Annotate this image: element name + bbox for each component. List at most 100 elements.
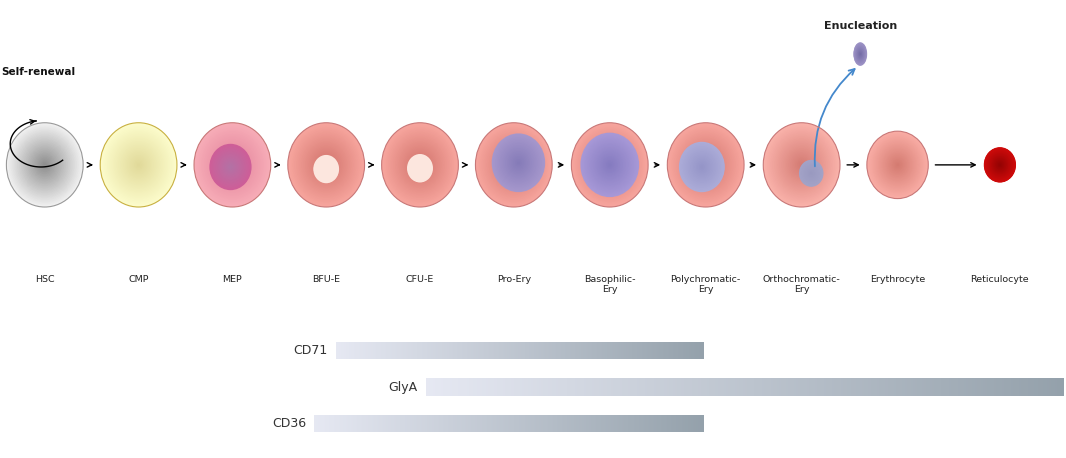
Ellipse shape xyxy=(693,158,710,176)
Ellipse shape xyxy=(322,164,330,174)
Ellipse shape xyxy=(856,47,865,61)
Ellipse shape xyxy=(589,143,630,187)
Ellipse shape xyxy=(311,148,341,182)
Ellipse shape xyxy=(691,154,713,180)
Ellipse shape xyxy=(514,158,523,168)
Bar xyxy=(375,415,377,432)
Ellipse shape xyxy=(502,144,535,181)
Ellipse shape xyxy=(854,42,867,66)
Bar xyxy=(607,378,610,396)
Ellipse shape xyxy=(229,165,232,169)
Ellipse shape xyxy=(418,166,422,170)
Ellipse shape xyxy=(882,147,914,182)
Bar xyxy=(572,342,575,359)
Ellipse shape xyxy=(672,127,740,203)
Ellipse shape xyxy=(138,164,140,166)
Bar xyxy=(348,342,350,359)
Ellipse shape xyxy=(696,161,708,173)
Bar xyxy=(917,378,920,396)
Ellipse shape xyxy=(407,155,433,182)
Ellipse shape xyxy=(480,127,548,203)
Bar xyxy=(688,378,691,396)
Ellipse shape xyxy=(322,161,330,169)
Ellipse shape xyxy=(774,134,829,196)
Bar xyxy=(661,415,663,432)
Ellipse shape xyxy=(594,147,626,183)
Ellipse shape xyxy=(392,135,448,195)
Bar xyxy=(551,342,553,359)
Bar xyxy=(660,342,661,359)
Bar xyxy=(698,342,700,359)
Ellipse shape xyxy=(775,136,828,194)
Ellipse shape xyxy=(498,147,530,182)
Bar xyxy=(658,378,661,396)
Ellipse shape xyxy=(605,161,614,169)
Bar xyxy=(463,378,465,396)
Bar xyxy=(612,415,613,432)
Bar xyxy=(424,342,425,359)
Ellipse shape xyxy=(873,138,922,191)
Bar xyxy=(388,415,390,432)
Ellipse shape xyxy=(810,172,812,174)
Bar xyxy=(636,378,640,396)
Ellipse shape xyxy=(409,153,431,177)
Bar xyxy=(439,378,441,396)
Ellipse shape xyxy=(990,154,1010,175)
Bar xyxy=(488,415,490,432)
Ellipse shape xyxy=(856,47,865,61)
Bar xyxy=(563,342,564,359)
Bar xyxy=(717,378,721,396)
Bar xyxy=(760,378,762,396)
Bar xyxy=(458,342,461,359)
Ellipse shape xyxy=(689,146,723,184)
Bar xyxy=(510,415,511,432)
Ellipse shape xyxy=(795,158,808,172)
Ellipse shape xyxy=(989,153,1011,177)
Bar xyxy=(942,378,946,396)
Ellipse shape xyxy=(37,157,52,173)
Ellipse shape xyxy=(222,157,240,177)
Ellipse shape xyxy=(289,124,364,206)
Bar xyxy=(391,342,392,359)
Bar xyxy=(361,415,364,432)
Bar xyxy=(683,378,687,396)
Ellipse shape xyxy=(505,148,532,177)
Bar xyxy=(858,378,860,396)
Bar xyxy=(651,342,652,359)
Bar xyxy=(833,378,835,396)
Ellipse shape xyxy=(685,143,726,187)
Bar xyxy=(454,415,456,432)
Bar xyxy=(620,342,621,359)
Bar xyxy=(406,415,408,432)
Bar xyxy=(429,342,431,359)
Bar xyxy=(579,342,580,359)
Bar xyxy=(586,378,588,396)
Bar xyxy=(624,342,626,359)
Bar xyxy=(459,342,462,359)
Bar xyxy=(445,342,447,359)
Ellipse shape xyxy=(992,157,1007,173)
Ellipse shape xyxy=(680,144,723,191)
Bar xyxy=(501,415,503,432)
Bar xyxy=(581,342,583,359)
Bar xyxy=(349,415,350,432)
Bar xyxy=(621,342,624,359)
Ellipse shape xyxy=(215,151,245,183)
Bar xyxy=(475,378,478,396)
Ellipse shape xyxy=(597,151,623,179)
Bar xyxy=(471,342,472,359)
Ellipse shape xyxy=(854,43,867,65)
Ellipse shape xyxy=(769,129,835,201)
Ellipse shape xyxy=(867,131,928,199)
Ellipse shape xyxy=(682,139,729,191)
Ellipse shape xyxy=(33,152,56,178)
Ellipse shape xyxy=(395,138,445,191)
Bar xyxy=(679,378,682,396)
Bar xyxy=(788,378,790,396)
Ellipse shape xyxy=(487,136,540,194)
Ellipse shape xyxy=(215,146,249,184)
Ellipse shape xyxy=(991,155,1008,174)
Bar xyxy=(570,342,571,359)
Bar xyxy=(675,415,677,432)
Ellipse shape xyxy=(219,150,246,180)
